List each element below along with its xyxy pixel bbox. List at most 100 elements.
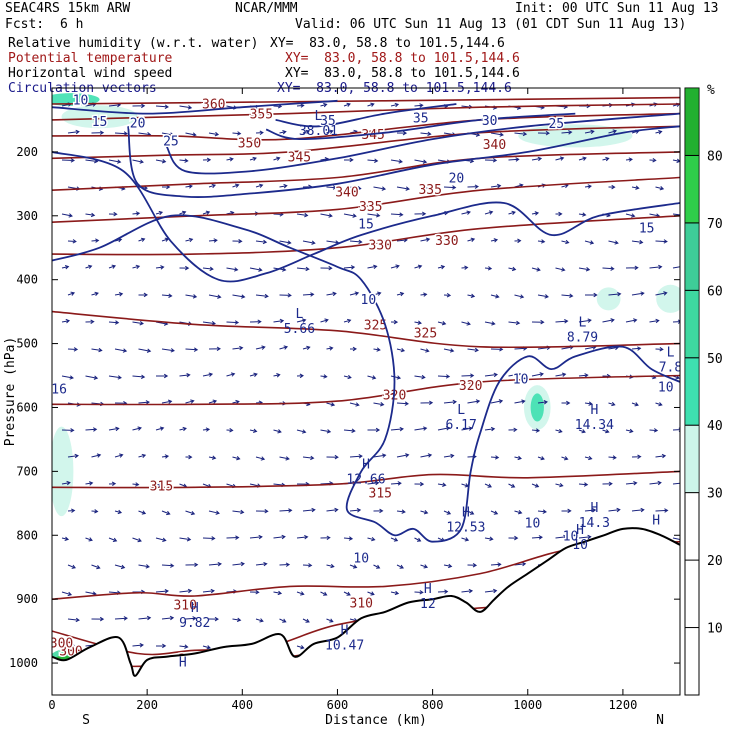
circulation-vector [649,157,657,163]
wind-contour-15 [52,151,680,283]
circulation-vector [631,402,639,407]
circulation-vector [273,590,283,596]
circulation-vector [155,265,165,270]
circulation-vector [320,102,328,108]
circulation-vector [608,401,616,407]
circulation-vector [508,372,522,377]
circulation-vector [179,426,187,432]
circulation-vector [343,428,356,433]
y-tick-label: 400 [16,273,38,287]
circulation-vector [138,348,152,353]
terrain [52,527,680,695]
circulation-vector [461,588,474,594]
circulation-vector [232,617,242,622]
circulation-vector [467,237,476,242]
circulation-vector [138,615,152,621]
colorbar-tick-label: 70 [707,217,723,232]
circulation-vector [484,210,494,215]
circulation-vector [226,267,239,272]
circulation-vector [296,103,305,108]
circulation-vector [390,481,402,486]
north-end-label: N [656,713,664,728]
extremum-value: 12.66 [346,472,385,487]
circulation-vector [367,480,380,486]
extremum-value: 9.82 [179,616,210,631]
circulation-vector [232,238,243,244]
circulation-vector [390,102,400,108]
circulation-vector [67,291,76,296]
circulation-vector [373,453,387,458]
x-tick-label: 600 [327,698,349,712]
circulation-vector [349,346,357,352]
circulation-vector [625,480,638,486]
circulation-vector [484,158,498,163]
circulation-vector [367,319,375,324]
theta-contour-320 [52,374,680,406]
circulation-vector [625,428,634,434]
circulation-vector [396,509,406,514]
circulation-vector [467,184,479,189]
theta-contour-label: 300 [50,637,73,652]
circulation-vector [155,537,167,542]
circulation-vector [108,426,120,432]
circulation-vector [672,266,680,269]
circulation-vector [508,427,518,433]
rh-patch [52,426,74,517]
circulation-vector [249,372,258,377]
theta-contour-label: 335 [359,200,382,215]
wind-contour-30 [265,112,576,141]
extremum-low: L [457,403,465,418]
colorbar-tick-label: 30 [707,487,723,502]
circulation-vector [608,455,617,460]
circulation-vector [249,428,258,433]
circulation-vector [561,293,574,298]
circulation-vector [655,402,663,407]
circulation-vector [467,562,478,568]
circulation-vector [625,265,639,271]
extremum-value: 38.01 [299,124,338,139]
circulation-vector [443,292,452,298]
extremum-value: 6.17 [445,418,476,433]
circulation-vector [255,561,268,567]
circulation-vector [584,129,595,134]
circulation-vector [208,131,220,137]
circulation-vector [367,102,375,107]
circulation-vector [349,454,363,459]
circulation-vector [202,588,215,594]
circulation-vector [138,510,147,515]
field-xy: XY= 83.0, 58.8 to 101.5,144.6 [285,51,520,66]
circulation-vector [138,292,148,298]
circulation-vector [185,184,193,189]
theta-contour-label: 315 [369,486,392,501]
circulation-vector [296,534,309,540]
theta-contour-label: 310 [173,598,196,613]
circulation-vector [273,373,281,378]
circulation-vector [296,266,310,272]
axes: 0 200 400 600 800 1000 1200 200 300 400 500 600 700 8… [3,87,681,728]
circulation-vector [132,103,146,109]
circulation-vector [655,453,667,459]
circulation-vector [208,510,220,515]
circulation-vector [631,454,642,460]
circulation-vector [202,372,214,377]
circulation-vector [249,156,257,162]
circulation-vector [226,320,240,325]
circulation-vector [302,507,316,513]
y-tick-label: 900 [16,592,38,606]
colorbar-band [684,222,700,291]
circulation-vector [108,537,118,542]
circulation-vector [531,535,543,540]
circulation-vector [631,185,640,190]
colorbar-tick-label: 40 [707,419,723,434]
circulation-vector [631,346,642,351]
circulation-vector [179,373,191,378]
x-tick-label: 0 [48,698,55,712]
circulation-vector [161,454,170,459]
circulation-vector [326,618,334,623]
theta-contour-label: 320 [459,379,482,394]
circulation-vector [672,482,680,485]
circulation-vector [296,156,305,161]
theta-contour-330 [52,215,680,256]
circulation-vector [443,348,455,353]
extremum-high: H [652,514,660,529]
